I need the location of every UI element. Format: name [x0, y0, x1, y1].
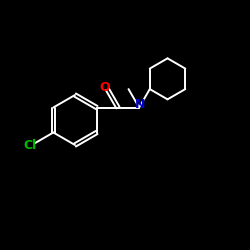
Text: Cl: Cl	[24, 138, 37, 151]
Text: O: O	[100, 81, 110, 94]
Text: N: N	[135, 98, 145, 111]
